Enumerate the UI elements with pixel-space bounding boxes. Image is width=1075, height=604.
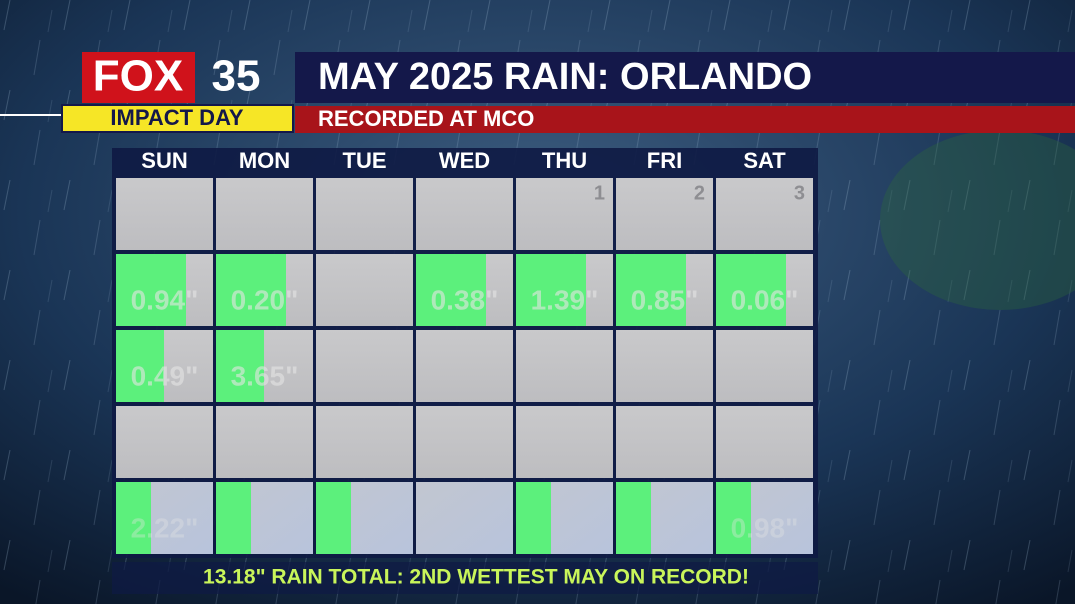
logo-brand: FOX [93,52,183,101]
weekday-label: SAT [743,148,786,173]
rain-highlight [216,482,251,554]
weekday-label: THU [542,148,587,173]
rain-highlight [116,330,164,402]
day-cell [416,178,513,250]
rain-highlight [716,482,751,554]
rain-highlight [316,482,351,554]
rain-amount: 0.49" [131,360,199,391]
weekday-label: FRI [647,148,682,173]
day-cell [416,406,513,478]
rain-amount: 0.06" [731,284,799,315]
day-cell [416,482,513,554]
subtitle: RECORDED AT MCO [318,106,534,131]
day-cell [616,406,713,478]
rain-highlight [516,254,586,326]
logo-tag: IMPACT DAY [110,105,244,130]
tag-box [61,104,294,133]
rain-highlight [416,254,486,326]
rain-highlight [216,330,264,402]
title: MAY 2025 RAIN: ORLANDO [318,56,812,98]
rain-highlight [616,254,686,326]
day-cell [116,406,213,478]
day-cell [316,178,413,250]
day-cell [516,178,613,250]
rain-highlight [616,482,651,554]
rain-highlight [716,254,786,326]
day-cell [716,330,813,402]
day-cell [616,330,713,402]
rain-amount: 1.39" [531,284,599,315]
day-cell [116,178,213,250]
day-cell [516,330,613,402]
day-cell [616,178,713,250]
rain-amount: 3.65" [231,360,299,391]
day-cell [716,178,813,250]
rain-highlight [216,254,286,326]
day-cell [716,406,813,478]
rain-highlight [516,482,551,554]
weekday-label: MON [239,148,290,173]
day-cell [316,330,413,402]
logo-box [82,52,195,103]
background-glow [880,130,1075,310]
rain-highlight [116,482,151,554]
day-cell [216,406,313,478]
subtitle-bar [295,106,1075,133]
rain-amount: 0.94" [131,284,199,315]
logo-channel: 35 [212,52,261,101]
rain-amount: 0.85" [631,284,699,315]
day-cell [216,178,313,250]
footer-bar [112,562,818,594]
weekday-label: TUE [343,148,387,173]
rain-amount: 2.22" [131,512,199,543]
weekday-label: WED [439,148,490,173]
weekday-label: SUN [141,148,187,173]
day-cell [316,254,413,326]
day-number: 2 [694,182,705,204]
rain-highlight [116,254,186,326]
day-number: 1 [594,182,605,204]
rain-amount: 0.98" [731,512,799,543]
title-bar [295,52,1075,103]
footer: 13.18" RAIN TOTAL: 2ND WETTEST MAY ON RE… [203,566,749,589]
day-cell [416,330,513,402]
day-cell [516,406,613,478]
day-number: 3 [794,182,805,204]
rain-amount: 0.38" [431,284,499,315]
day-cell [316,406,413,478]
calendar: SUN MON TUE WED THU FRI SAT 1 2 3 0.94" 0.20" 0.38" 1… [116,148,813,554]
rain-amount: 0.20" [231,284,299,315]
